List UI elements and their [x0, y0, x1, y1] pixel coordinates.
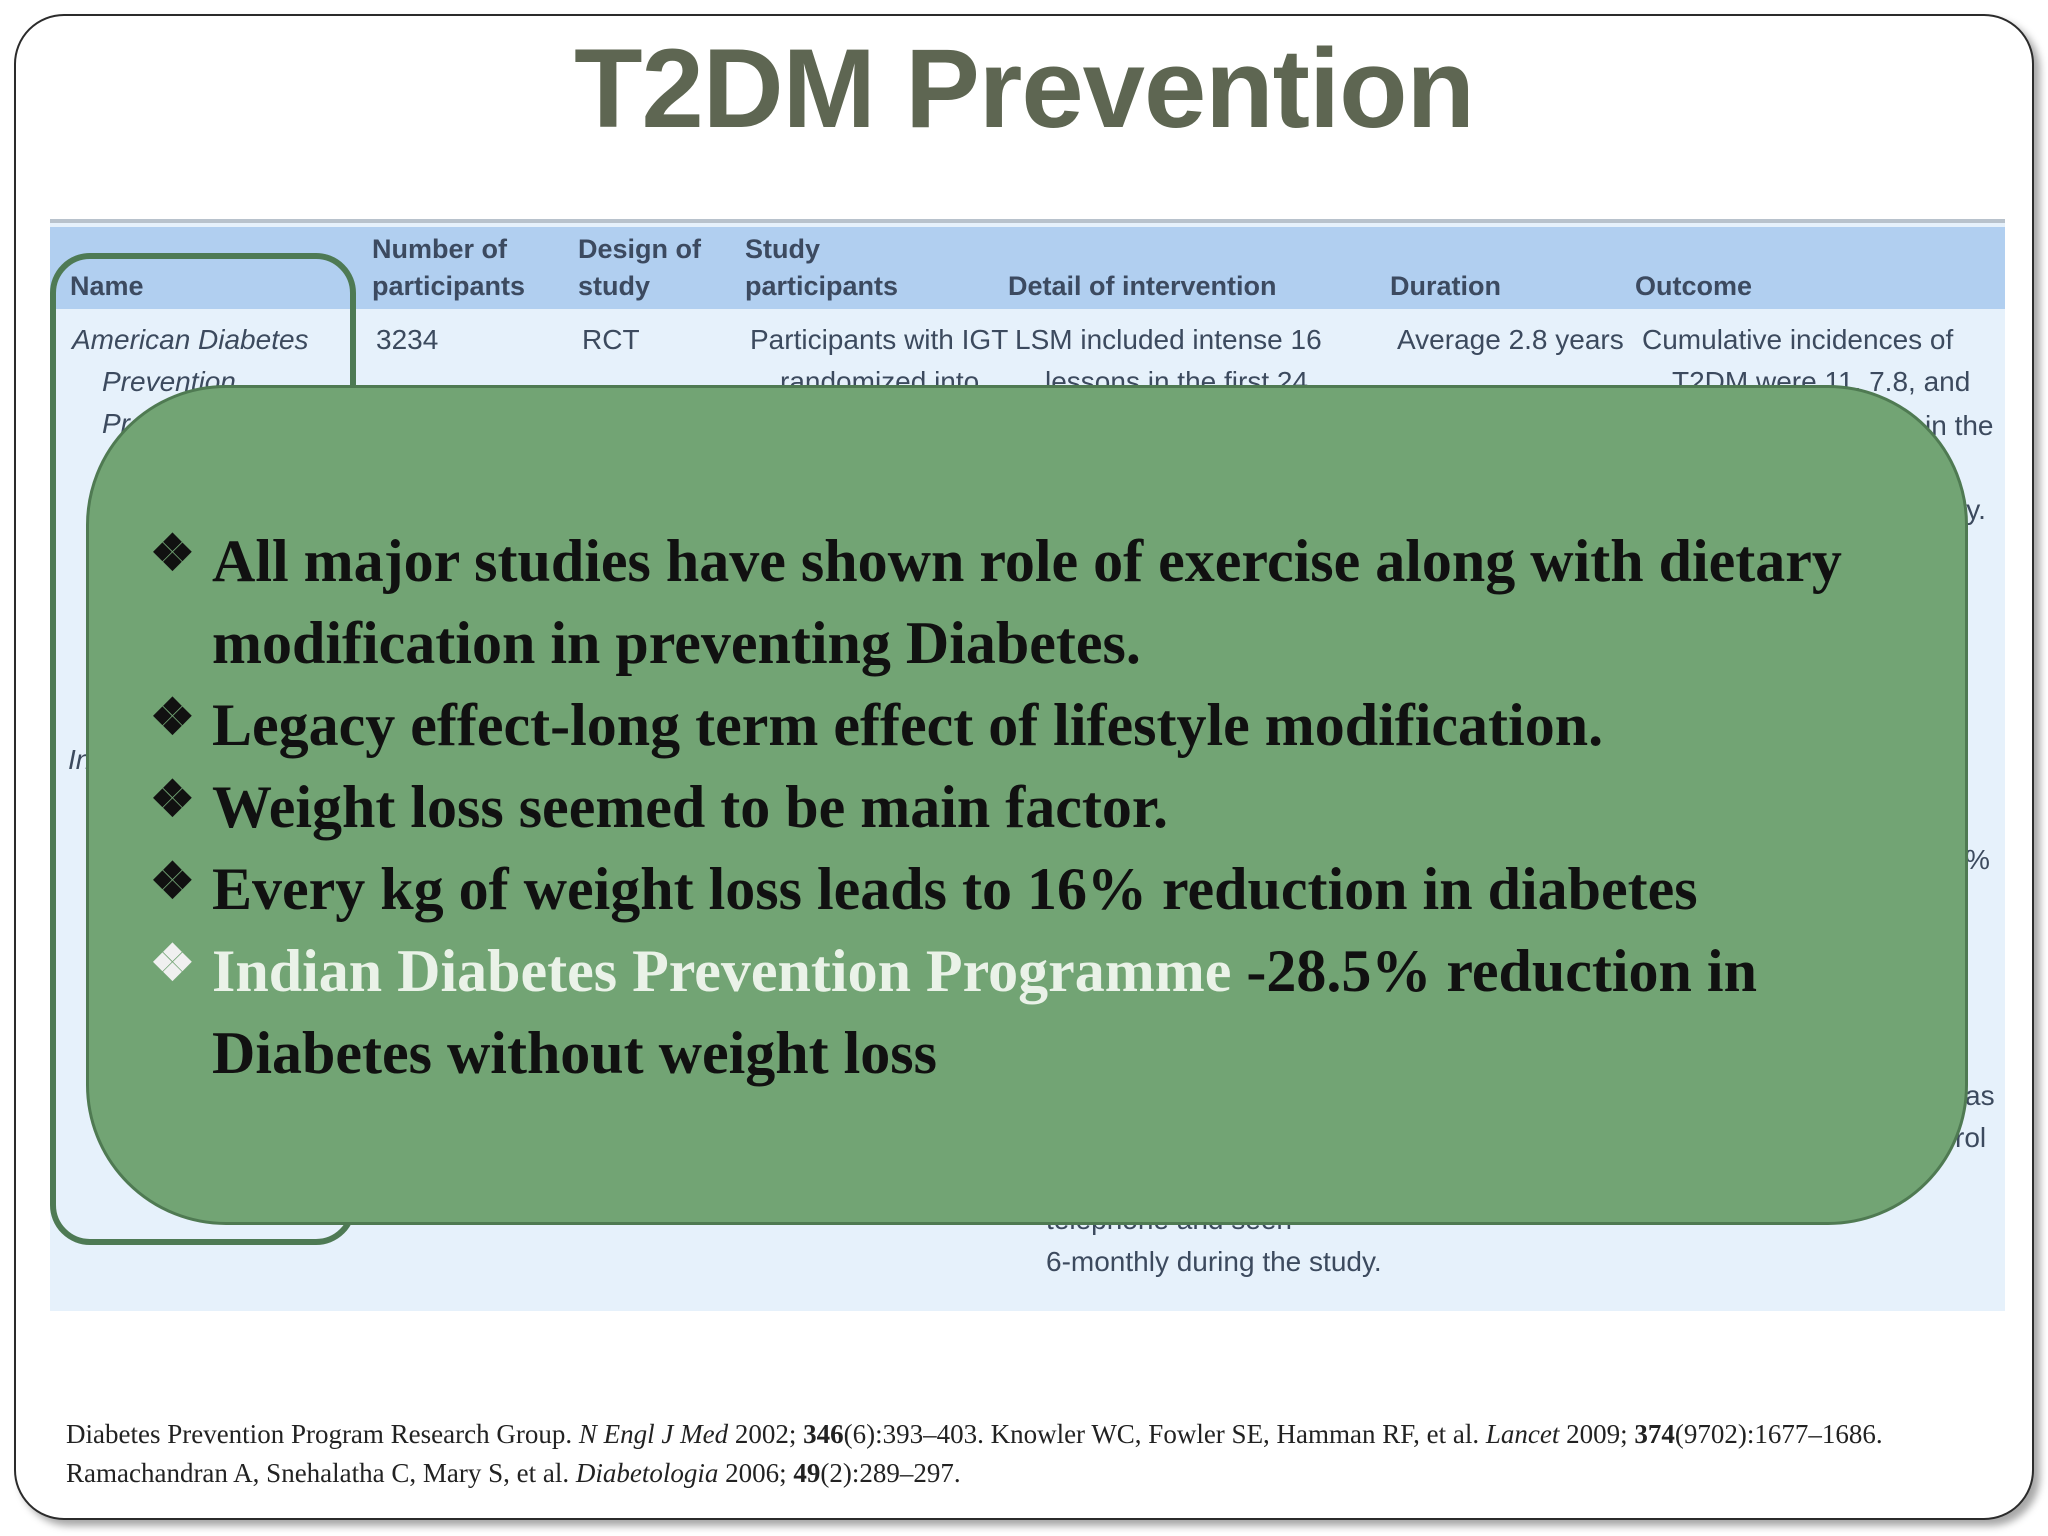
row2-name-fragment: In [68, 744, 92, 775]
references: Diabetes Prevention Program Research Gro… [66, 1415, 1996, 1493]
header-study-line2: participants [745, 271, 899, 301]
bullet-text: Legacy effect-long term effect of lifest… [212, 692, 1604, 758]
reference-text: (2):289–297. [820, 1458, 961, 1488]
diamond-bullet-icon: ❖ [150, 689, 195, 745]
reference-line-2: Ramachandran A, Snehalatha C, Mary S, et… [66, 1454, 1996, 1493]
header-participants-line2: participants [372, 271, 526, 301]
reference-text: 2009; [1559, 1419, 1635, 1449]
row1-outcome-line1: Cumulative incidences of [1642, 324, 1954, 355]
row1-name-line1: American Diabetes [72, 324, 309, 355]
diamond-bullet-icon: ❖ [150, 935, 195, 991]
diamond-bullet-icon: ❖ [150, 771, 195, 827]
bullet-highlight-text: Indian Diabetes Prevention Programme [212, 938, 1232, 1004]
bullet-item: ❖ Every kg of weight loss leads to 16% r… [150, 848, 1930, 930]
header-design-line1: Design of [578, 234, 702, 264]
reference-text: 2002; [728, 1419, 804, 1449]
header-participants-line1: Number of [372, 234, 507, 264]
bullet-item: ❖ Legacy effect-long term effect of life… [150, 684, 1930, 766]
bullet-text: Weight loss seemed to be main factor. [212, 774, 1169, 840]
reference-text: Ramachandran A, Snehalatha C, Mary S, et… [66, 1458, 576, 1488]
reference-text: Diabetes Prevention Program Research Gro… [66, 1419, 579, 1449]
header-outcome: Outcome [1635, 271, 1753, 301]
journal-volume: 49 [793, 1458, 821, 1488]
summary-panel [86, 385, 1968, 1225]
bullet-text: Every kg of weight loss leads to 16% red… [212, 856, 1698, 922]
reference-text: (6):393–403. Knowler WC, Fowler SE, Hamm… [843, 1419, 1486, 1449]
header-design-line2: study [578, 271, 651, 301]
bullet-item: ❖ All major studies have shown role of e… [150, 520, 1930, 684]
bullet-list: ❖ All major studies have shown role of e… [150, 520, 1930, 1094]
row1-study-line1: Participants with IGT [750, 324, 1009, 355]
row1-design: RCT [582, 324, 640, 355]
header-duration: Duration [1390, 271, 1501, 301]
reference-text: 2006; [718, 1458, 794, 1488]
bullet-item: ❖ Weight loss seemed to be main factor. [150, 766, 1930, 848]
journal-name: Diabetologia [575, 1458, 719, 1488]
header-study-line1: Study [745, 234, 821, 264]
row1-duration: Average 2.8 years [1397, 324, 1624, 355]
bullet-text: All major studies have shown role of exe… [212, 528, 1842, 676]
table-header-row: Name Number of participants Design of st… [50, 227, 2005, 309]
tail-detail-line2: 6-monthly during the study. [1046, 1246, 1382, 1277]
tail-outcome-line1: as [1965, 1080, 1995, 1111]
diamond-bullet-icon: ❖ [150, 853, 195, 909]
bullet-text: -28.5% reduction in Diabetes without wei… [212, 938, 1757, 1086]
row1-detail-line1: LSM included intense 16 [1015, 324, 1322, 355]
journal-name: N Engl J Med [578, 1419, 729, 1449]
reference-text: (9702):1677–1686. [1674, 1419, 1883, 1449]
bullet-item: ❖ Indian Diabetes Prevention Programme -… [150, 930, 1930, 1094]
diamond-bullet-icon: ❖ [150, 525, 195, 581]
slide-title: T2DM Prevention [574, 26, 1475, 151]
header-detail: Detail of intervention [1008, 271, 1277, 301]
journal-name: Lancet [1485, 1419, 1560, 1449]
row1-participants: 3234 [376, 324, 439, 355]
row2-outcome-fragment: % [1965, 844, 1990, 875]
journal-volume: 346 [803, 1419, 844, 1449]
reference-line-1: Diabetes Prevention Program Research Gro… [66, 1415, 1996, 1454]
journal-volume: 374 [1634, 1419, 1675, 1449]
